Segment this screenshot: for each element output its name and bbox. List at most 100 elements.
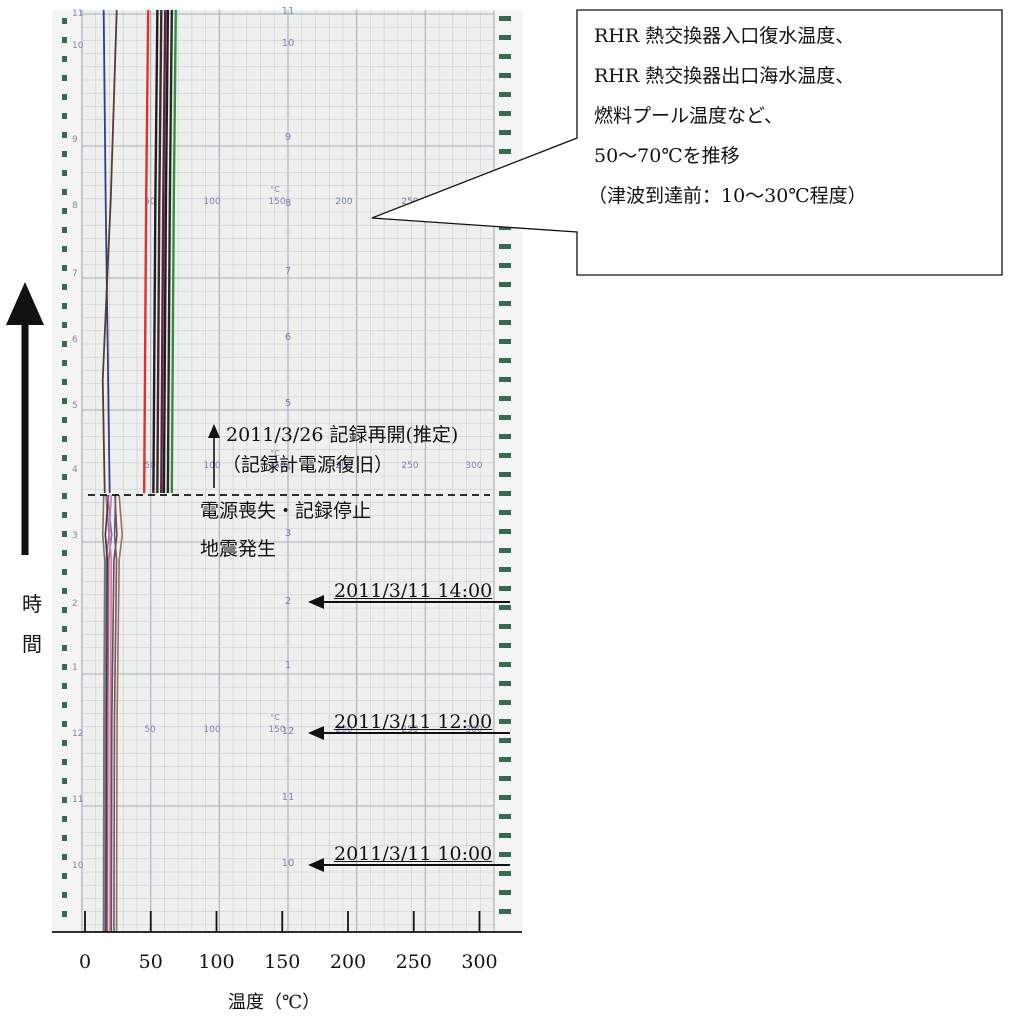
sprocket-hole-right — [499, 738, 511, 743]
paper-hour-label-left: 2 — [72, 599, 78, 609]
sprocket-hole-right — [499, 73, 511, 78]
paper-hour-label-left: 11 — [72, 9, 83, 19]
sprocket-hole-right — [499, 339, 511, 344]
sprocket-hole-left — [62, 702, 67, 708]
paper-scale-label: 200 — [335, 461, 352, 471]
x-axis-tick-label: 0 — [79, 951, 91, 973]
paper-scale-label: 50 — [144, 197, 156, 207]
callout-line-3: 燃料プール温度など、 — [594, 105, 784, 127]
paper-scale-label: 200 — [335, 197, 352, 207]
series-after-line — [152, 9, 159, 494]
series-after-line — [160, 9, 167, 494]
sprocket-hole-right — [499, 757, 511, 762]
sprocket-hole-right — [499, 529, 511, 534]
sprocket-hole-left — [62, 132, 67, 138]
sprocket-hole-right — [499, 776, 511, 781]
event-stop-label: 電源喪失・記録停止 — [200, 500, 372, 522]
sprocket-hole-right — [499, 681, 511, 686]
series-before-line — [101, 494, 106, 933]
time-label-1000: 2011/3/11 10:00 — [334, 843, 493, 865]
time-direction-arrow-head — [6, 282, 44, 325]
sprocket-hole-right — [499, 795, 511, 800]
sprocket-hole-left — [62, 759, 67, 765]
sprocket-hole-right — [499, 16, 511, 21]
paper-scale-label: 250 — [401, 197, 418, 207]
paper-hour-label-center: 5 — [285, 398, 291, 409]
sprocket-hole-left — [62, 417, 67, 423]
paper-hour-label-center: 12 — [282, 726, 295, 737]
series-after-line — [142, 9, 150, 494]
sprocket-hole-left — [62, 455, 67, 461]
sprocket-hole-left — [62, 569, 67, 575]
chart-grid — [81, 10, 495, 932]
sprocket-hole-left — [62, 873, 67, 879]
paper-hour-label-left: 4 — [72, 465, 78, 475]
time-arrow-head — [308, 858, 324, 872]
chart-paper-right-strip — [494, 10, 522, 932]
paper-scale-label: 150 — [268, 725, 285, 735]
sprocket-hole-left — [62, 854, 67, 860]
sprocket-hole-left — [62, 797, 67, 803]
sprocket-hole-right — [499, 396, 511, 401]
sprocket-hole-right — [499, 472, 511, 477]
paper-scale-label: 300 — [465, 725, 482, 735]
x-axis-tick-label: 100 — [198, 951, 234, 973]
sprocket-hole-left — [62, 75, 67, 81]
sprocket-hole-left — [62, 170, 67, 176]
series-before-line — [108, 494, 113, 933]
paper-hour-label-center: 8 — [285, 198, 291, 209]
paper-hour-label-center: 6 — [285, 332, 291, 343]
sprocket-hole-left — [62, 607, 67, 613]
callout-line-5: （津波到達前：10～30℃程度） — [588, 185, 867, 207]
x-axis: 0 50 100 150 200 250 300 — [52, 911, 522, 973]
series-before-line — [110, 494, 118, 933]
sprocket-hole-right — [499, 244, 511, 249]
sprocket-hole-left — [62, 645, 67, 651]
paper-scale-label: 200 — [335, 725, 352, 735]
sprocket-hole-right — [499, 510, 511, 515]
paper-hour-label-left: 9 — [72, 135, 78, 145]
paper-hour-label-center: 11 — [282, 6, 295, 17]
sprocket-hole-left — [62, 151, 67, 157]
sprocket-hole-left — [62, 493, 67, 499]
resume-arrow-head — [208, 424, 220, 438]
series-after-line — [101, 9, 118, 494]
paper-hour-label-left: 3 — [72, 531, 78, 541]
annotation-layer — [6, 9, 1003, 872]
sprocket-hole-left — [62, 550, 67, 556]
paper-hour-label-left: 7 — [72, 269, 78, 279]
sprocket-hole-left — [62, 208, 67, 214]
sprocket-hole-right — [499, 35, 511, 40]
sprocket-hole-right — [499, 586, 511, 591]
sprocket-hole-left — [62, 360, 67, 366]
paper-hour-label-center: 1 — [285, 660, 291, 671]
paper-scale-label: 250 — [401, 725, 418, 735]
paper-scale-unit: °C — [270, 713, 280, 722]
sprocket-hole-left — [62, 398, 67, 404]
sprocket-hole-right — [499, 377, 511, 382]
chart-series — [101, 9, 177, 933]
y-axis-label-1: 時 — [22, 592, 42, 616]
sprocket-hole-right — [499, 453, 511, 458]
time-label-1400: 2011/3/11 14:00 — [334, 580, 493, 602]
paper-hour-label-center: 3 — [285, 528, 291, 539]
sprocket-hole-left — [62, 436, 67, 442]
sprocket-hole-right — [499, 111, 511, 116]
paper-scale-label: 100 — [203, 461, 220, 471]
sprocket-hole-right — [499, 833, 511, 838]
sprocket-hole-left — [62, 588, 67, 594]
sprocket-hole-right — [499, 662, 511, 667]
sprocket-hole-right — [499, 567, 511, 572]
sprocket-hole-left — [62, 512, 67, 518]
x-axis-tick-label: 50 — [139, 951, 163, 973]
sprocket-hole-left — [62, 474, 67, 480]
series-after-line — [170, 9, 177, 494]
paper-scale-label: 250 — [401, 461, 418, 471]
sprocket-hole-left — [62, 265, 67, 271]
sprocket-hole-right — [499, 301, 511, 306]
sprocket-hole-right — [499, 909, 511, 914]
callout-line-2: RHR 熱交換器出口海水温度、 — [594, 65, 855, 87]
paper-scale-unit: °C — [270, 185, 280, 194]
sprocket-hole-right — [499, 548, 511, 553]
